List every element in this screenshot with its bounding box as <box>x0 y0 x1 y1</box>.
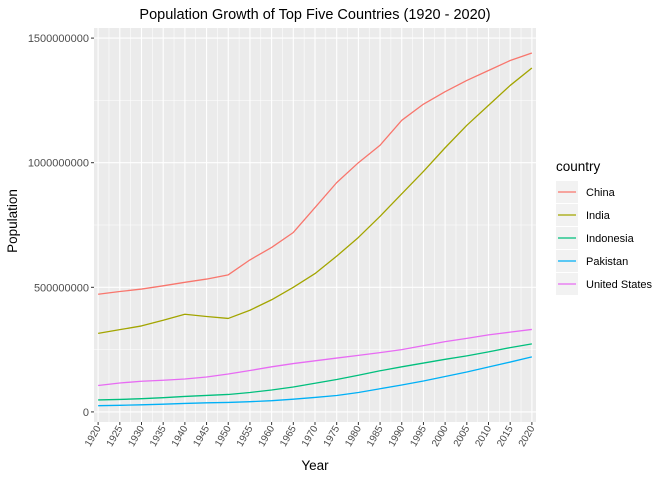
legend-label: Indonesia <box>586 233 635 245</box>
series-lines <box>98 52 533 407</box>
x-tick-label: 1990 <box>387 424 408 449</box>
grid-minor <box>94 28 536 422</box>
x-tick-label: 2020 <box>517 424 538 449</box>
y-axis-title: Population <box>5 189 20 253</box>
chart-title: Population Growth of Top Five Countries … <box>139 7 490 23</box>
x-tick-label: 1980 <box>343 424 364 449</box>
x-tick-label: 1955 <box>235 424 256 449</box>
legend-label: India <box>586 210 611 222</box>
x-tick-label: 1945 <box>192 424 213 449</box>
x-tick-label: 2010 <box>473 424 494 449</box>
x-tick-label: 2005 <box>452 424 473 449</box>
y-axis: 0 500000000 1000000000 1500000000 <box>28 33 94 419</box>
series-line <box>98 52 533 295</box>
grid-major <box>94 28 536 422</box>
series-line <box>98 356 533 407</box>
y-tick-label: 1000000000 <box>28 158 89 170</box>
x-tick-label: 1960 <box>257 424 278 449</box>
x-tick-label: 1935 <box>148 424 169 449</box>
series-line <box>98 328 532 387</box>
x-tick-label: 1975 <box>322 424 343 449</box>
series-line <box>98 67 533 335</box>
x-tick-label: 2015 <box>495 424 516 449</box>
legend-label: Pakistan <box>586 256 628 268</box>
y-tick-label: 1500000000 <box>28 33 89 45</box>
legend: country China India Indonesia Pakistan Unite… <box>556 159 653 295</box>
x-tick-label: 1925 <box>105 424 126 449</box>
x-axis-title: Year <box>301 458 329 473</box>
x-tick-label: 1930 <box>126 424 147 449</box>
x-axis: 1920 1925 1930 1935 1940 1945 1950 1955 1960 1965… <box>83 422 538 449</box>
x-tick-label: 1940 <box>170 424 191 449</box>
y-tick-label: 0 <box>83 407 89 419</box>
x-tick-label: 2000 <box>430 424 451 449</box>
x-tick-label: 1970 <box>300 424 321 449</box>
legend-label: United States <box>586 279 653 291</box>
x-tick-label: 1965 <box>278 424 299 449</box>
x-tick-label: 1995 <box>408 424 429 449</box>
y-tick-label: 500000000 <box>34 282 89 294</box>
series-line <box>98 343 532 401</box>
legend-title: country <box>556 159 601 174</box>
legend-label: China <box>586 187 616 199</box>
x-tick-label: 1950 <box>213 424 234 449</box>
x-tick-label: 1920 <box>83 424 104 449</box>
x-tick-label: 1985 <box>365 424 386 449</box>
